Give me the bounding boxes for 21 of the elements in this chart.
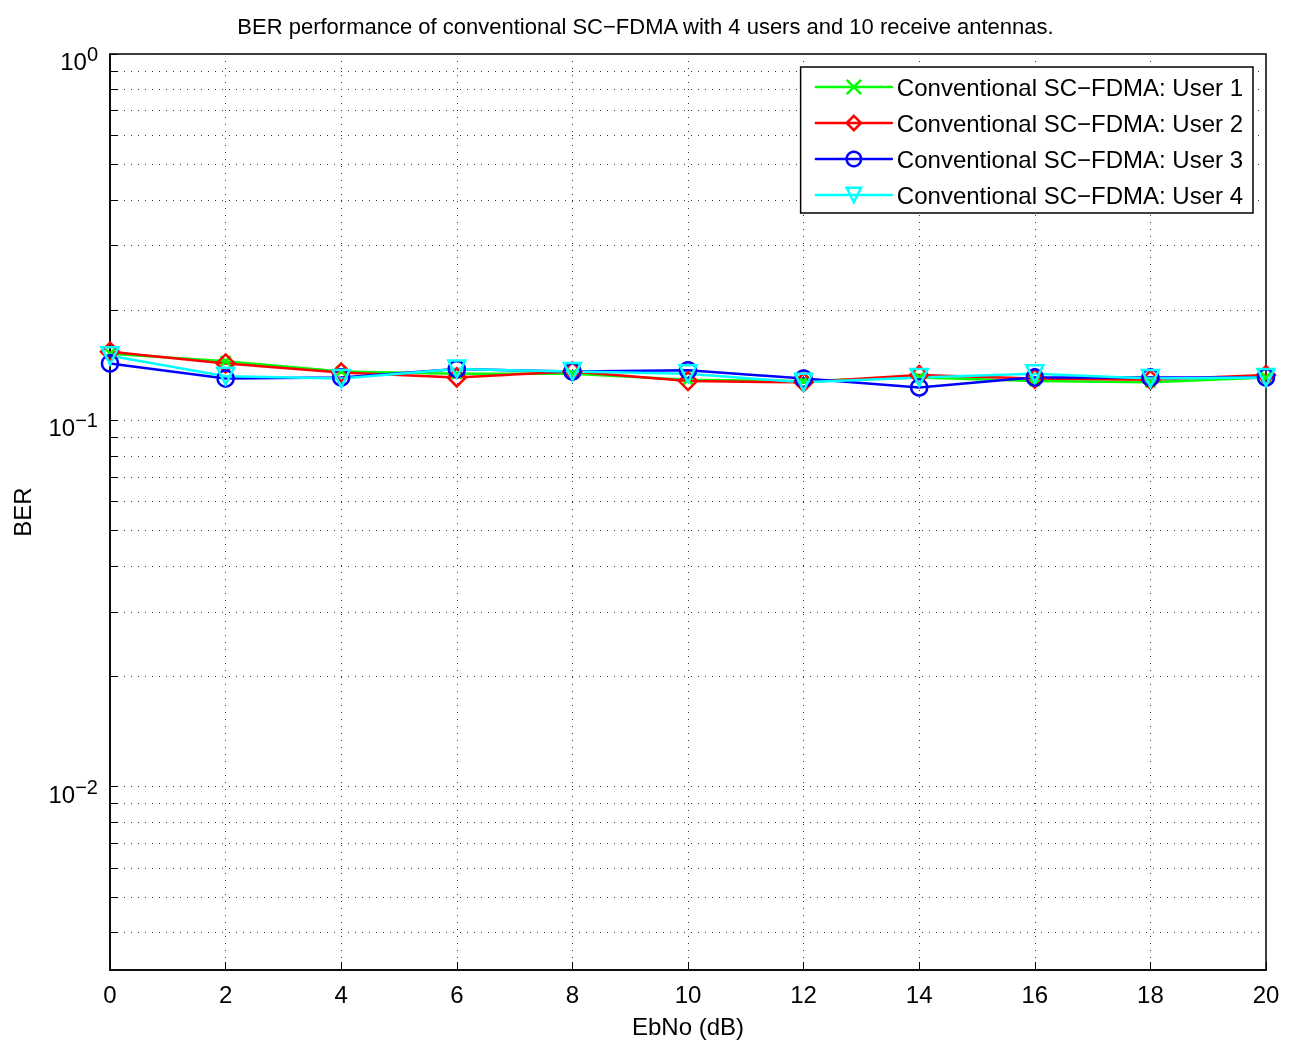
x-tick-label: 0: [103, 980, 117, 1008]
legend-label: Conventional SC−FDMA: User 1: [896, 73, 1243, 101]
y-tick-label: 10$^{0}$: [60, 42, 98, 75]
legend-label: Conventional SC−FDMA: User 3: [896, 145, 1243, 173]
x-tick-label: 4: [334, 980, 348, 1008]
x-tick-label: 12: [790, 980, 817, 1008]
x-tick-label: 16: [1021, 980, 1049, 1008]
x-tick-label: 20: [1252, 980, 1280, 1008]
legend-label: Conventional SC−FDMA: User 2: [896, 109, 1243, 137]
legend-label: Conventional SC−FDMA: User 4: [896, 181, 1243, 209]
y-tick-label: 10$^{−1}$: [48, 408, 98, 442]
chart-title: BER performance of conventional SC−FDMA with 4 users and 10 receive antennas.: [237, 13, 1054, 39]
x-axis-title: EbNo (dB): [631, 1012, 745, 1040]
x-tick-label: 14: [905, 980, 933, 1008]
x-tick-label: 2: [218, 980, 233, 1008]
y-tick-label: 10$^{−2}$: [48, 774, 98, 808]
x-tick-label: 10: [674, 980, 702, 1008]
x-tick-label: 18: [1137, 980, 1164, 1008]
x-tick-label: 6: [450, 980, 464, 1008]
y-axis-title: BER: [8, 487, 36, 537]
x-tick-label: 8: [565, 980, 580, 1008]
